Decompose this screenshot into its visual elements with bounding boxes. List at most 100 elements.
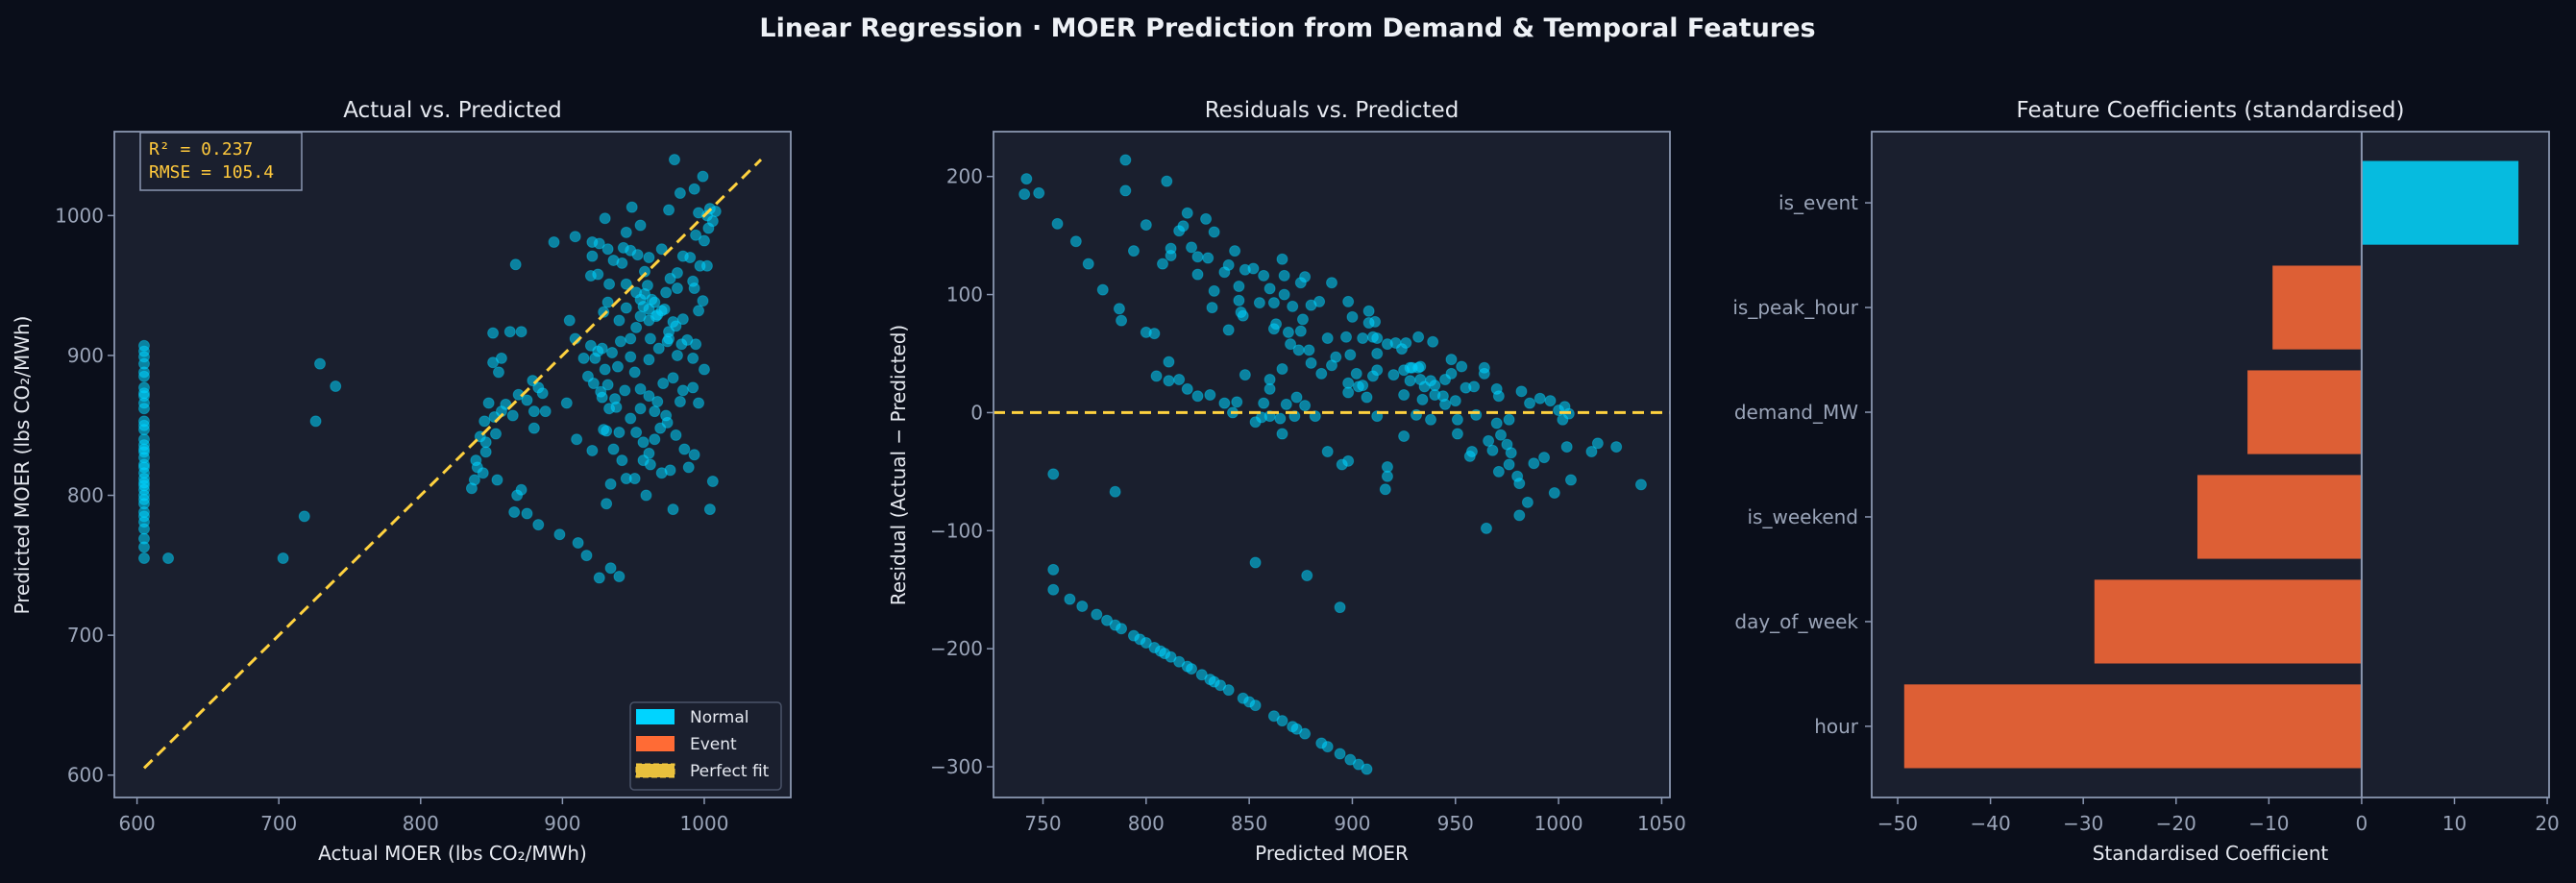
data-point [1116, 623, 1128, 635]
data-point [1033, 186, 1045, 199]
data-point [655, 305, 668, 317]
data-point [563, 314, 576, 327]
data-point [660, 286, 673, 299]
data-point [681, 333, 694, 346]
legend-swatch [636, 736, 675, 751]
data-point [586, 250, 599, 262]
data-point [1451, 413, 1463, 426]
data-point [649, 433, 661, 446]
annotation-line: R² = 0.237 [149, 139, 253, 159]
data-point [1425, 413, 1437, 426]
legend-label: Event [690, 735, 737, 754]
bar-is_event [2361, 160, 2519, 245]
data-point [1191, 268, 1204, 281]
data-point [690, 338, 702, 351]
data-point [634, 219, 647, 232]
data-point [698, 363, 710, 376]
data-point [1222, 324, 1235, 336]
data-point [706, 475, 719, 487]
legend-item: Event [636, 735, 737, 754]
y-tick-label: −200 [930, 637, 983, 660]
data-point [640, 489, 652, 502]
data-point [1610, 441, 1623, 454]
data-point [1202, 252, 1214, 264]
data-point [1303, 344, 1315, 356]
y-tick-label: 200 [946, 165, 983, 188]
data-point [1336, 458, 1348, 471]
data-point [1480, 522, 1492, 534]
data-point [698, 234, 710, 247]
data-point [1334, 748, 1346, 760]
data-point [532, 519, 545, 531]
data-point [1533, 392, 1546, 405]
data-point [521, 394, 533, 406]
data-point [1148, 328, 1161, 340]
data-point [587, 378, 600, 390]
data-point [1165, 650, 1177, 663]
data-point [1334, 601, 1346, 614]
data-point [1173, 374, 1186, 386]
subplot-3: Feature Coefficients (standardised) Stand… [1732, 98, 2559, 865]
data-point [1278, 288, 1290, 301]
data-point [674, 395, 686, 407]
metrics-annotation: R² = 0.237 RMSE = 105.4 [139, 132, 303, 191]
data-point [613, 427, 626, 439]
data-point [702, 222, 715, 234]
data-point [1069, 235, 1082, 248]
data-point [603, 278, 616, 290]
data-point [1449, 395, 1461, 407]
data-point [1346, 310, 1359, 323]
data-point [1560, 441, 1573, 454]
data-point [667, 372, 679, 384]
data-point [1486, 444, 1499, 456]
data-point [1229, 245, 1241, 258]
data-point [515, 326, 527, 338]
data-point [1276, 715, 1288, 727]
data-point [1362, 305, 1375, 317]
data-point [521, 507, 533, 520]
data-point [625, 332, 637, 345]
data-point [1200, 212, 1213, 225]
data-point [1222, 258, 1235, 271]
data-point [1371, 348, 1384, 359]
data-point [532, 381, 545, 394]
data-point [1340, 331, 1353, 343]
data-point [539, 405, 552, 418]
x-tick-label: 850 [1231, 812, 1267, 835]
data-point [649, 405, 661, 418]
data-point [1047, 583, 1060, 596]
data-point [631, 249, 644, 261]
x-tick-label: 800 [403, 812, 439, 835]
data-point [1524, 397, 1536, 409]
data-point [527, 422, 540, 434]
data-point [1495, 429, 1507, 441]
bar-is_peak_hour [2272, 265, 2362, 350]
data-point [1460, 381, 1472, 394]
data-point [663, 332, 675, 345]
data-point [1208, 284, 1220, 297]
data-point [697, 170, 709, 183]
data-point [1181, 207, 1193, 219]
data-point [1091, 608, 1103, 621]
data-point [572, 537, 584, 550]
x-tick-label: 20 [2535, 812, 2559, 835]
y-tick-label: 700 [67, 624, 104, 647]
data-point [1018, 188, 1031, 201]
data-point [1173, 225, 1186, 237]
data-point [655, 467, 668, 479]
data-point [1231, 396, 1243, 408]
data-point [1233, 280, 1245, 292]
data-point [1439, 398, 1452, 410]
data-point [601, 379, 614, 391]
data-point [1276, 428, 1288, 440]
data-point [654, 422, 667, 434]
legend-label: Perfect fit [690, 762, 770, 781]
data-point [1389, 336, 1402, 349]
data-point [1478, 361, 1490, 374]
data-point [616, 454, 628, 467]
x-tick-label: −40 [1971, 812, 2011, 835]
data-point [1585, 445, 1598, 457]
data-point [1521, 496, 1533, 508]
data-point [667, 503, 679, 516]
